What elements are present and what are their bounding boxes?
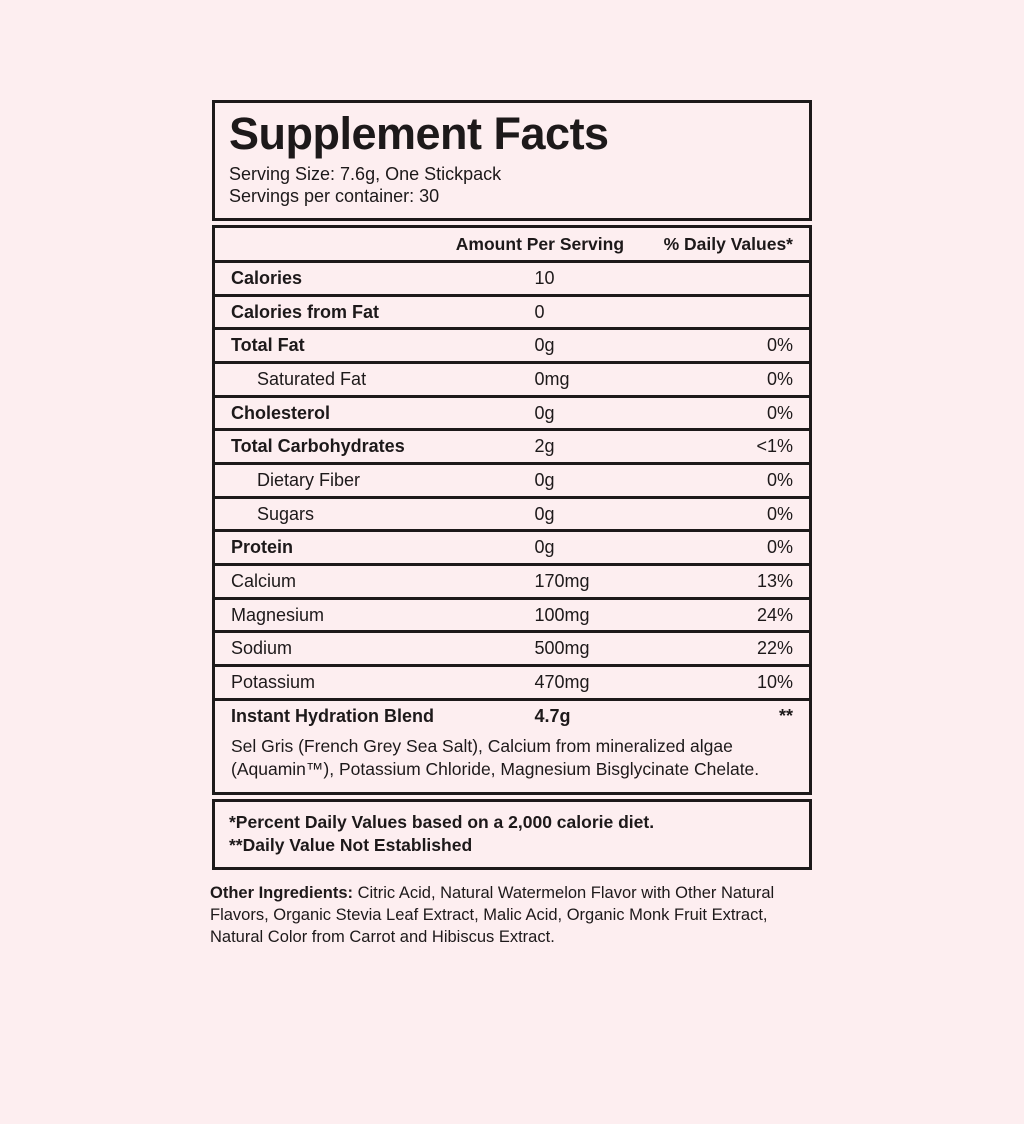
nutrient-amount: 2g xyxy=(534,436,555,457)
nutrient-name: Magnesium xyxy=(231,604,325,625)
table-row: Dietary Fiber 0g 0% xyxy=(215,462,809,496)
nutrient-amount: 170mg xyxy=(534,571,590,592)
nutrient-amount: 470mg xyxy=(534,672,590,693)
nutrient-name: Protein xyxy=(231,537,294,558)
other-ingredients: Other Ingredients: Citric Acid, Natural … xyxy=(210,883,814,949)
table-row: Protein 0g 0% xyxy=(215,529,809,563)
nutrient-amount: 0g xyxy=(534,402,555,423)
nutrient-amount: 100mg xyxy=(534,604,590,625)
table-row: Sodium 500mg 22% xyxy=(215,630,809,664)
nutrient-daily-value: 0% xyxy=(766,503,793,524)
nutrient-amount: 0g xyxy=(534,470,555,491)
daily-value-footnote: *Percent Daily Values based on a 2,000 c… xyxy=(229,811,655,832)
nutrient-name: Potassium xyxy=(231,672,316,693)
nutrient-amount: 0mg xyxy=(534,368,570,389)
nutrient-name: Dietary Fiber xyxy=(257,470,361,491)
nutrient-name: Total Carbohydrates xyxy=(231,436,405,457)
table-row: Potassium 470mg 10% xyxy=(215,664,809,698)
table-row: Calories 10 xyxy=(215,259,809,294)
nutrient-daily-value: 13% xyxy=(756,571,793,592)
table-row: Calories from Fat 0 xyxy=(215,293,809,328)
nutrient-daily-value: 0% xyxy=(766,537,793,558)
table-row: Total Fat 0g 0% xyxy=(215,327,809,361)
nutrient-daily-value: 0% xyxy=(766,368,793,389)
nutrient-name: Calories from Fat xyxy=(231,301,380,322)
facts-table: Amount Per Serving % Daily Values* Calor… xyxy=(212,224,812,795)
table-row: Saturated Fat 0mg 0% xyxy=(215,360,809,395)
blend-amount: 4.7g xyxy=(534,705,571,726)
nutrient-name: Saturated Fat xyxy=(257,368,367,389)
nutrient-name: Cholesterol xyxy=(231,402,331,423)
nutrient-amount: 0g xyxy=(534,537,555,558)
table-row: Cholesterol 0g 0% xyxy=(215,394,809,429)
table-row: Magnesium 100mg 24% xyxy=(215,596,809,631)
nutrient-rows: Calories 10 Calories from Fat 0 Total Fa… xyxy=(215,259,809,698)
nutrient-amount: 0 xyxy=(534,301,545,322)
nutrient-name: Total Fat xyxy=(231,335,305,356)
table-row: Sugars 0g 0% xyxy=(215,495,809,530)
other-ingredients-label: Other Ingredients: xyxy=(210,884,354,903)
nutrient-name: Calories xyxy=(231,267,303,288)
nutrient-daily-value: 24% xyxy=(756,604,793,625)
other-ingredients-text: Citric Acid, Natural Watermelon Flavor w… xyxy=(210,884,775,947)
nutrient-daily-value: 0% xyxy=(766,335,793,356)
blend-name: Instant Hydration Blend xyxy=(231,705,435,726)
nutrient-name: Calcium xyxy=(231,571,297,592)
title-section: Supplement Facts Serving Size: 7.6g, One… xyxy=(212,100,812,221)
not-established-footnote: **Daily Value Not Established xyxy=(229,834,473,855)
label-title: Supplement Facts xyxy=(229,108,609,159)
nutrient-name: Sugars xyxy=(257,503,315,524)
nutrient-daily-value: <1% xyxy=(756,436,793,457)
servings-per-container: Servings per container: 30 xyxy=(229,185,440,206)
nutrient-amount: 500mg xyxy=(534,638,590,659)
supplement-facts-label: Supplement Facts Serving Size: 7.6g, One… xyxy=(212,100,812,871)
nutrient-daily-value: 0% xyxy=(766,470,793,491)
daily-value-column-header: % Daily Values* xyxy=(663,233,793,254)
footnote-section: *Percent Daily Values based on a 2,000 c… xyxy=(212,798,812,871)
nutrient-amount: 0g xyxy=(534,335,555,356)
column-header-row: Amount Per Serving % Daily Values* xyxy=(215,228,809,260)
blend-description: Sel Gris (French Grey Sea Salt), Calcium… xyxy=(231,735,760,780)
nutrient-daily-value: 22% xyxy=(756,638,793,659)
amount-column-header: Amount Per Serving xyxy=(455,233,625,254)
table-row: Calcium 170mg 13% xyxy=(215,563,809,597)
blend-daily-value: ** xyxy=(778,705,793,726)
nutrient-daily-value: 0% xyxy=(766,402,793,423)
nutrient-amount: 10 xyxy=(534,267,555,288)
nutrient-name: Sodium xyxy=(231,638,293,659)
table-row: Total Carbohydrates 2g <1% xyxy=(215,428,809,462)
nutrient-daily-value: 10% xyxy=(756,672,793,693)
serving-size: Serving Size: 7.6g, One Stickpack xyxy=(229,163,502,184)
nutrient-amount: 0g xyxy=(534,503,555,524)
blend-row: Instant Hydration Blend 4.7g ** xyxy=(215,697,809,731)
